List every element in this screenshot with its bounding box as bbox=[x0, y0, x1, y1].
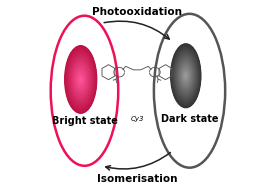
Ellipse shape bbox=[70, 57, 91, 101]
Ellipse shape bbox=[79, 77, 82, 82]
Ellipse shape bbox=[185, 75, 186, 77]
Ellipse shape bbox=[179, 61, 193, 91]
Ellipse shape bbox=[179, 61, 193, 90]
Ellipse shape bbox=[67, 50, 95, 109]
Ellipse shape bbox=[76, 69, 86, 91]
Ellipse shape bbox=[69, 54, 93, 105]
Ellipse shape bbox=[173, 50, 198, 102]
Ellipse shape bbox=[175, 52, 197, 100]
FancyArrowPatch shape bbox=[106, 153, 170, 170]
Ellipse shape bbox=[184, 72, 188, 80]
Ellipse shape bbox=[75, 67, 87, 92]
Ellipse shape bbox=[74, 66, 87, 93]
Ellipse shape bbox=[78, 74, 83, 84]
Ellipse shape bbox=[183, 69, 189, 82]
Text: Bright state: Bright state bbox=[52, 116, 117, 126]
Ellipse shape bbox=[172, 45, 200, 106]
Ellipse shape bbox=[78, 73, 84, 86]
Ellipse shape bbox=[78, 74, 84, 85]
Ellipse shape bbox=[74, 65, 87, 94]
Ellipse shape bbox=[181, 65, 191, 87]
Ellipse shape bbox=[51, 16, 118, 166]
Text: Cy3: Cy3 bbox=[130, 116, 144, 122]
Ellipse shape bbox=[184, 73, 187, 79]
Ellipse shape bbox=[173, 49, 199, 103]
Ellipse shape bbox=[182, 67, 190, 84]
Ellipse shape bbox=[65, 47, 96, 112]
Text: Dark state: Dark state bbox=[161, 114, 218, 124]
Ellipse shape bbox=[177, 57, 195, 94]
Ellipse shape bbox=[183, 70, 189, 81]
Ellipse shape bbox=[181, 66, 190, 85]
Ellipse shape bbox=[182, 69, 189, 83]
Ellipse shape bbox=[72, 62, 89, 97]
Ellipse shape bbox=[185, 74, 187, 77]
Ellipse shape bbox=[73, 63, 89, 96]
Ellipse shape bbox=[66, 49, 95, 110]
Ellipse shape bbox=[176, 56, 195, 96]
Ellipse shape bbox=[65, 46, 97, 113]
Ellipse shape bbox=[77, 71, 85, 88]
Ellipse shape bbox=[172, 47, 199, 105]
Ellipse shape bbox=[174, 50, 198, 101]
Ellipse shape bbox=[71, 59, 90, 100]
Ellipse shape bbox=[176, 54, 196, 97]
Ellipse shape bbox=[178, 58, 194, 93]
Ellipse shape bbox=[76, 70, 85, 89]
Ellipse shape bbox=[175, 53, 197, 99]
Ellipse shape bbox=[66, 48, 95, 111]
Ellipse shape bbox=[79, 75, 83, 84]
Text: Photooxidation: Photooxidation bbox=[92, 7, 182, 17]
Ellipse shape bbox=[75, 68, 86, 91]
Ellipse shape bbox=[173, 48, 199, 104]
Ellipse shape bbox=[68, 53, 93, 107]
Ellipse shape bbox=[68, 53, 93, 106]
Ellipse shape bbox=[65, 46, 96, 112]
Ellipse shape bbox=[180, 64, 192, 88]
Ellipse shape bbox=[154, 14, 225, 168]
Ellipse shape bbox=[68, 52, 94, 107]
Ellipse shape bbox=[181, 65, 191, 86]
Ellipse shape bbox=[176, 55, 196, 96]
Ellipse shape bbox=[174, 51, 197, 101]
Text: Isomerisation: Isomerisation bbox=[97, 174, 177, 184]
Ellipse shape bbox=[179, 62, 192, 89]
Ellipse shape bbox=[67, 51, 94, 108]
Ellipse shape bbox=[72, 61, 90, 98]
Ellipse shape bbox=[180, 63, 192, 88]
Ellipse shape bbox=[178, 59, 194, 92]
Ellipse shape bbox=[172, 46, 200, 105]
Ellipse shape bbox=[80, 79, 81, 80]
Ellipse shape bbox=[70, 57, 92, 102]
Ellipse shape bbox=[184, 71, 188, 81]
Ellipse shape bbox=[178, 60, 193, 92]
Ellipse shape bbox=[76, 69, 85, 90]
Ellipse shape bbox=[69, 55, 92, 104]
Ellipse shape bbox=[73, 64, 88, 95]
Ellipse shape bbox=[77, 72, 84, 87]
Ellipse shape bbox=[171, 45, 200, 107]
Ellipse shape bbox=[71, 58, 91, 101]
Ellipse shape bbox=[70, 56, 92, 103]
Ellipse shape bbox=[175, 53, 196, 98]
Ellipse shape bbox=[185, 73, 187, 78]
Ellipse shape bbox=[79, 76, 82, 83]
Ellipse shape bbox=[182, 68, 190, 84]
FancyArrowPatch shape bbox=[104, 21, 169, 39]
Ellipse shape bbox=[72, 60, 90, 99]
Ellipse shape bbox=[177, 57, 195, 95]
Ellipse shape bbox=[73, 64, 88, 95]
Ellipse shape bbox=[171, 44, 201, 108]
Ellipse shape bbox=[80, 78, 81, 81]
